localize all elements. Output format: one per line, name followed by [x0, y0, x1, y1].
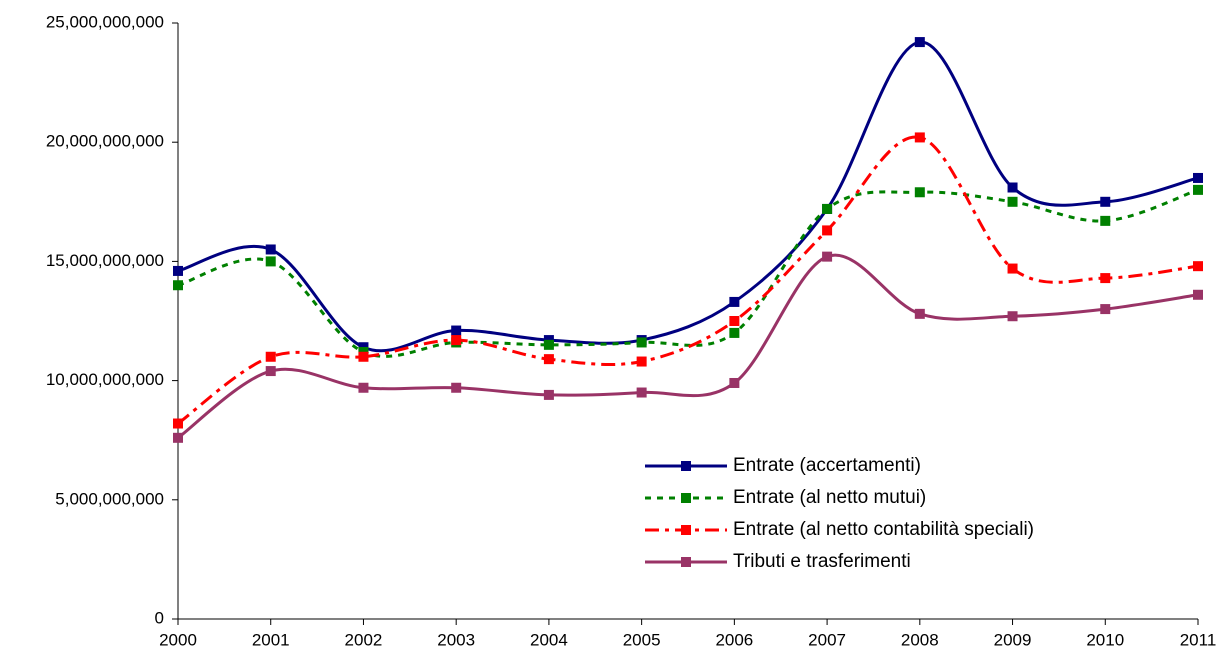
point-marker [265, 244, 276, 255]
point-marker [1193, 289, 1203, 300]
point-marker [1007, 182, 1018, 193]
x-tick-label: 2011 [1180, 630, 1217, 649]
point-marker [543, 339, 554, 350]
point-marker [914, 308, 925, 319]
point-marker [729, 296, 740, 307]
point-marker [1193, 261, 1203, 272]
point-marker [543, 389, 554, 400]
x-tick-label: 2009 [994, 630, 1032, 649]
point-marker [914, 132, 925, 143]
point-marker [636, 337, 647, 348]
x-tick-label: 2007 [808, 630, 846, 649]
legend-label: Entrate (al netto mutui) [733, 487, 926, 508]
y-tick-label: 10,000,000,000 [46, 370, 164, 389]
point-marker [1100, 273, 1111, 284]
point-marker [822, 251, 833, 262]
x-tick-label: 2008 [901, 630, 939, 649]
point-marker [1007, 263, 1018, 274]
point-marker [173, 280, 183, 291]
point-marker [729, 377, 740, 388]
point-marker [1100, 196, 1111, 207]
point-marker [914, 37, 925, 48]
point-marker [914, 187, 925, 198]
point-marker [1007, 311, 1018, 322]
x-tick-label: 2010 [1086, 630, 1124, 649]
point-marker [265, 351, 276, 362]
point-marker [358, 382, 369, 393]
series-line [177, 40, 1199, 353]
x-tick-label: 2002 [345, 630, 383, 649]
point-marker [265, 366, 276, 377]
legend-marker [681, 493, 691, 503]
point-marker [265, 256, 276, 267]
x-tick-label: 2005 [623, 630, 661, 649]
legend-label: Entrate (al netto contabilità speciali) [733, 519, 1034, 540]
legend-label: Entrate (accertamenti) [733, 455, 921, 476]
y-tick-label: 0 [155, 608, 164, 627]
y-tick-label: 15,000,000,000 [46, 251, 164, 270]
x-tick-label: 2006 [715, 630, 753, 649]
x-tick-label: 2003 [437, 630, 475, 649]
point-marker [636, 356, 647, 367]
point-marker [1100, 215, 1111, 226]
point-marker [173, 265, 183, 276]
legend-marker [681, 525, 691, 535]
point-marker [1007, 196, 1018, 207]
point-marker [451, 382, 462, 393]
point-marker [1193, 184, 1203, 195]
legend-marker [681, 557, 691, 567]
point-marker [822, 225, 833, 236]
point-marker [636, 387, 647, 398]
point-marker [451, 335, 462, 346]
point-marker [1100, 304, 1111, 315]
point-marker [729, 316, 740, 326]
point-marker [1193, 172, 1203, 183]
point-marker [822, 203, 833, 214]
point-marker [358, 351, 369, 362]
legend-label: Tributi e trasferimenti [733, 551, 911, 572]
point-marker [451, 325, 462, 336]
point-marker [729, 327, 740, 338]
y-tick-label: 25,000,000,000 [46, 12, 164, 31]
point-marker [173, 418, 183, 429]
y-tick-label: 20,000,000,000 [46, 132, 164, 151]
y-tick-label: 5,000,000,000 [55, 489, 164, 508]
point-marker [543, 354, 554, 365]
legend-marker [681, 461, 691, 471]
x-tick-label: 2004 [530, 630, 568, 649]
series-line [177, 188, 1199, 358]
x-tick-label: 2000 [159, 630, 197, 649]
point-marker [173, 432, 183, 443]
x-tick-label: 2001 [252, 630, 290, 649]
